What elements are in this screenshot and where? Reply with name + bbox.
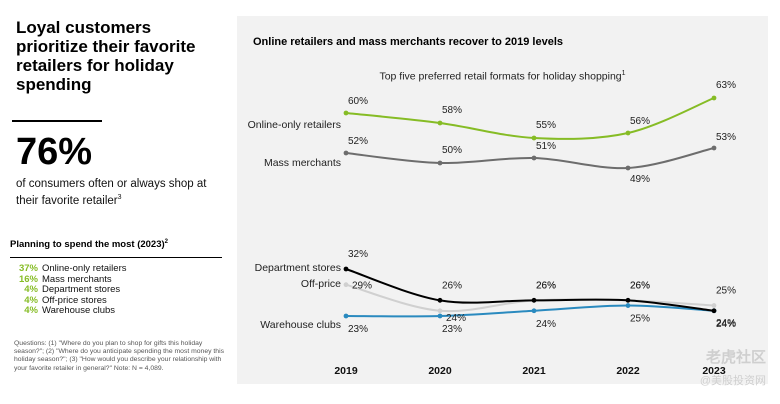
data-label: 53% [716, 132, 736, 143]
list-item-pct: 4% [24, 294, 38, 306]
series-line [345, 147, 715, 170]
data-point [437, 313, 443, 319]
data-point [531, 308, 537, 314]
list-item-pct: 16% [18, 273, 38, 285]
data-point [343, 150, 349, 156]
data-point [625, 130, 631, 136]
data-point [625, 297, 631, 303]
data-label: 24% [536, 319, 556, 330]
x-tick-label: 2023 [702, 365, 726, 377]
series-name-label: Mass merchants [264, 157, 341, 169]
survey-notes: Questions: (1) "Where do you plan to sho… [14, 340, 224, 372]
data-label: 23% [442, 324, 462, 335]
planning-list: 37% Online-only retailers 16% Mass merchan… [14, 263, 127, 317]
x-tick-label: 2019 [334, 365, 358, 377]
chart-subtitle-footnote: 1 [621, 70, 626, 77]
data-label: 24% [716, 318, 736, 329]
data-point [711, 145, 717, 151]
data-point [531, 135, 537, 141]
list-item: 4% Department stores [14, 284, 126, 296]
data-point [711, 308, 717, 314]
chart-subtitle: Top five preferred retail formats for ho… [237, 70, 768, 83]
data-label: 26% [442, 280, 462, 291]
left-summary: Loyal customers prioritize their favorit… [0, 0, 230, 404]
list-item-pct: 4% [24, 284, 38, 296]
data-label: 49% [630, 174, 650, 185]
list-item-pct: 4% [24, 305, 38, 317]
data-point [625, 303, 631, 308]
data-point [437, 308, 443, 314]
planning-footnote: 2 [164, 239, 169, 245]
stat-footnote: 3 [117, 194, 122, 201]
data-point [343, 266, 349, 272]
data-point [437, 297, 443, 303]
data-label: 26% [630, 280, 650, 291]
data-point [437, 160, 443, 166]
stat-description: of consumers often or always shop at the… [16, 178, 207, 207]
data-label: 32% [348, 249, 368, 260]
data-point [531, 297, 537, 303]
list-item-pct: 37% [18, 263, 38, 274]
series-name-label: Off-price [301, 278, 341, 290]
chart-subtitle-text: Top five preferred retail formats for ho… [379, 70, 622, 83]
data-label: 26% [536, 280, 556, 291]
divider [12, 120, 102, 122]
planning-title: Planning to spend the most (2023)2 [10, 239, 168, 250]
list-item: 16% Mass merchants [14, 273, 126, 286]
stat-value: 76% [16, 131, 93, 173]
chart-title: Online retailers and mass merchants reco… [253, 36, 563, 48]
data-label: 63% [716, 80, 736, 91]
data-label: 29% [352, 281, 372, 292]
x-tick-label: 2022 [616, 365, 640, 377]
data-point [711, 95, 717, 101]
headline: Loyal customers prioritize their favorit… [16, 18, 196, 94]
stat-text: of consumers often or always shop at the… [16, 177, 221, 208]
data-label: 56% [630, 116, 650, 127]
watermark-text: 老虎社区 [705, 349, 766, 366]
list-item: 37% Online-only retailers [14, 263, 127, 275]
list-item-label: Off-price stores [42, 294, 107, 306]
series-name-label: Department stores [255, 262, 341, 274]
data-label: 50% [442, 145, 462, 156]
data-label: 58% [442, 105, 462, 116]
data-label: 24% [716, 319, 736, 330]
planning-title-text: Planning to spend the most (2023) [10, 239, 165, 251]
data-label: 25% [716, 286, 736, 297]
data-label: 51% [536, 141, 556, 152]
data-label: 23% [348, 324, 368, 335]
data-point [343, 110, 349, 116]
data-label: 26% [536, 280, 556, 291]
list-item: 4% Off-price stores [14, 294, 126, 307]
data-label: 25% [630, 314, 650, 325]
data-point [437, 120, 443, 126]
series-line [345, 304, 715, 318]
series-name-label: Online-only retailers [248, 119, 341, 131]
list-item-label: Online-only retailers [42, 263, 127, 274]
data-point [625, 165, 631, 171]
series-line [345, 97, 715, 140]
data-point [531, 155, 537, 161]
data-point [711, 303, 717, 308]
series-name-label: Warehouse clubs [260, 319, 341, 331]
planning-divider [10, 257, 222, 258]
x-tick-label: 2020 [428, 365, 452, 377]
data-label: 52% [348, 136, 368, 147]
data-point [343, 313, 349, 319]
chart-panel: Online retailers and mass merchants reco… [237, 16, 768, 384]
data-point [343, 282, 349, 288]
data-label: 60% [348, 96, 368, 107]
watermark-handle: @美股投资网 [699, 375, 766, 387]
data-label: 24% [446, 313, 466, 324]
data-label: 26% [630, 280, 650, 291]
x-tick-label: 2021 [522, 365, 546, 377]
data-label: 55% [536, 120, 556, 131]
list-item-label: Department stores [42, 284, 121, 296]
list-item-label: Warehouse clubs [42, 305, 116, 317]
list-item: 4% Warehouse clubs [14, 306, 126, 317]
series-line [345, 268, 715, 312]
list-item-label: Mass merchants [42, 273, 112, 285]
line-chart: 60% 58% 55% 56% 63% 52% 50% 51% 49% 53% 32% 26% 26% 2… [248, 80, 736, 377]
